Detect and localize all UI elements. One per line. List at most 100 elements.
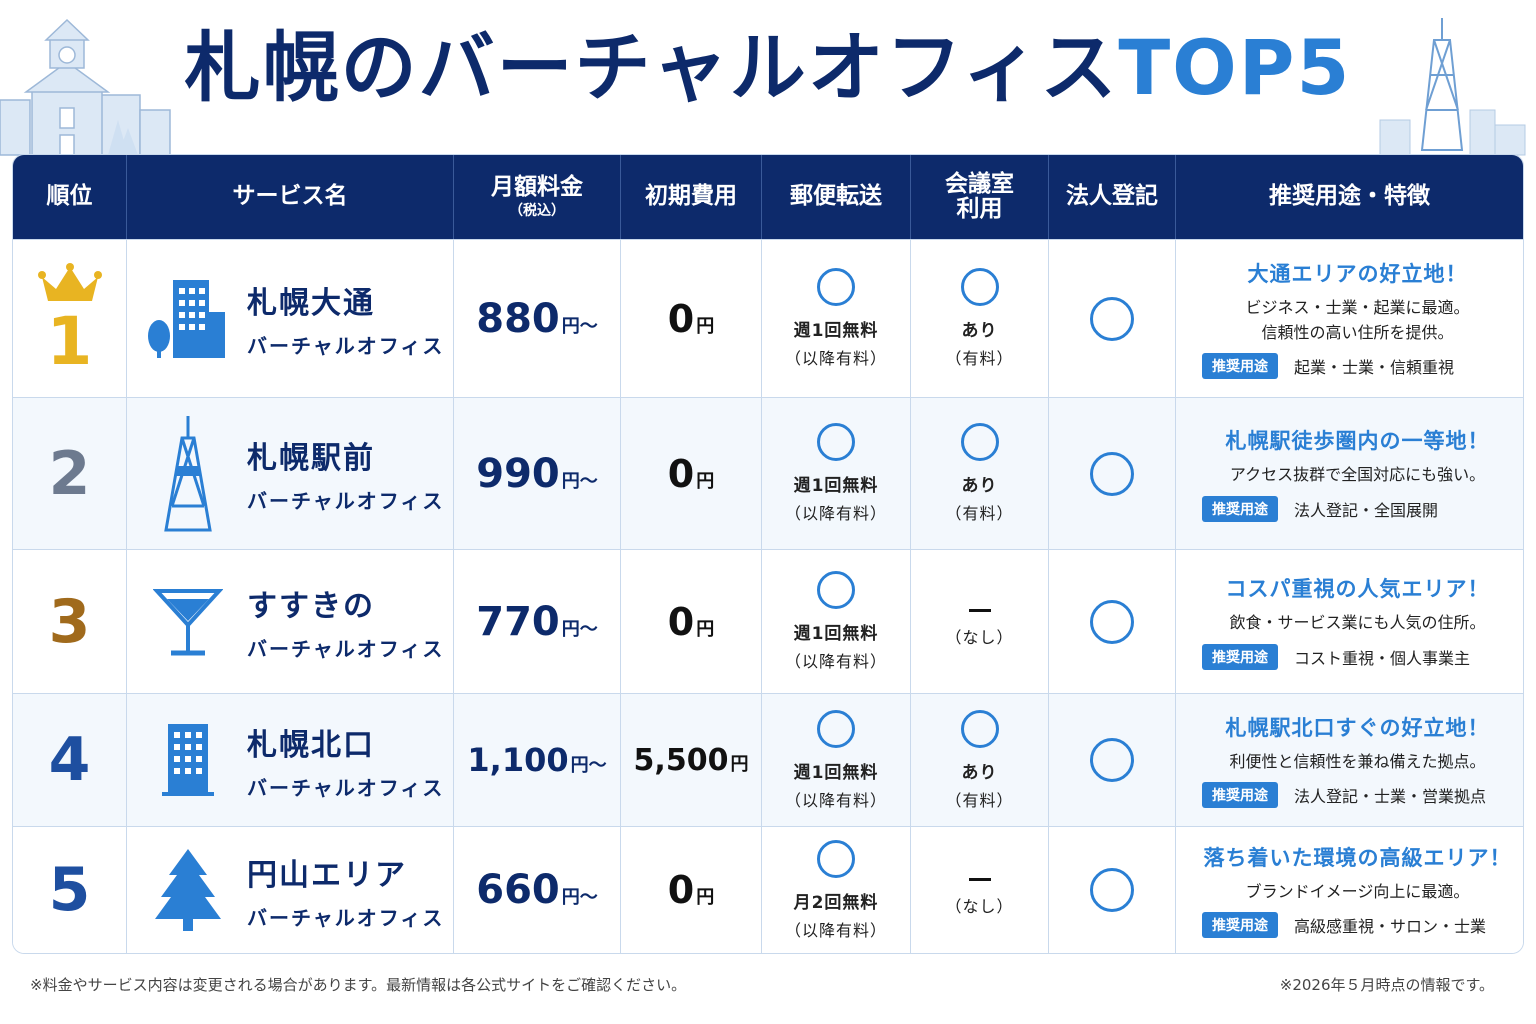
initial-unit: 円 [696,315,715,337]
header-meeting-l2: 利用 [956,196,1003,222]
monthly-price-cell: 1,100 円～ [454,693,621,826]
rank-number: 4 [48,725,91,795]
monthly-price: 990 [476,450,560,497]
service-name: 札幌駅前 [247,441,375,476]
monthly-price: 770 [476,598,560,645]
header-registration: 法人登記 [1049,155,1176,239]
service-cell: 円山エリア バーチャルオフィス [127,826,454,953]
feature-heading: 札幌駅徒歩圏内の一等地！ [1225,429,1490,454]
initial-unit: 円 [730,753,749,775]
service-sub: バーチャルオフィス [247,905,445,930]
mail-cell: 週1回無料 （以降有料） [762,239,911,397]
table-row: 2 [13,397,1523,549]
service-sub: バーチャルオフィス [247,489,445,513]
recommended-badge: 推奨用途 [1202,495,1278,522]
initial-fee: 0 [667,451,695,496]
feature-description: 利便性と信頼性を兼ね備えた拠点。 [1229,751,1486,771]
rank-number: 2 [48,438,91,509]
mail-cell: 月2回無料 （以降有料） [762,826,911,953]
monthly-price-cell: 990 円～ [454,397,621,549]
meeting-cell: あり （有料） [911,693,1049,826]
circle-mark-icon [960,268,999,306]
circle-mark-icon [1090,599,1134,644]
service-cell: 札幌駅前 バーチャルオフィス [127,397,454,549]
feature-cell: 落ち着いた環境の高級エリア！ ブランドイメージ向上に最適。 推奨用途 高級感重視・… [1176,826,1523,953]
table-row: 3 すすきの バーチャルオフィス [13,549,1523,693]
circle-mark-icon [1090,296,1134,341]
header-meeting-l1: 会議室 [945,170,1014,197]
header-feature: 推奨用途・特徴 [1176,155,1523,239]
dash-mark-icon [968,877,991,881]
rank-number: 1 [46,302,93,380]
initial-unit: 円 [696,618,715,640]
header-monthly: 月額料金 （税込） [454,155,621,239]
circle-mark-icon [817,268,855,306]
cocktail-glass-icon [143,572,233,672]
registration-cell [1049,693,1176,826]
monthly-price-cell: 880 円～ [454,239,621,397]
mail-line2: （以降有料） [784,504,887,523]
feature-description: アクセス抜群で全国対応にも強い。 [1229,465,1486,485]
initial-fee-cell: 5,500 円 [621,693,762,826]
table-row: 4 [13,693,1523,826]
service-sub: バーチャルオフィス [247,637,445,661]
feature-description: 飲食・サービス業にも人気の住所。 [1229,613,1486,633]
circle-mark-icon [817,709,855,748]
registration-cell [1049,239,1176,397]
meeting-line1: あり [961,476,998,496]
monthly-price: 1,100 [467,741,569,779]
meeting-line2: （有料） [945,349,1014,368]
header-monthly-sub: （税込） [509,202,565,219]
price-unit: 円～ [561,315,598,337]
pine-trees-icon [108,120,138,155]
meeting-cell: （なし） [911,549,1049,693]
price-unit: 円～ [561,618,598,640]
feature-cell: 札幌駅徒歩圏内の一等地！ アクセス抜群で全国対応にも強い。 推奨用途 法人登記・全… [1176,397,1523,549]
mail-line1: 月2回無料 [793,892,879,913]
monthly-price-cell: 770 円～ [454,549,621,693]
service-name: すすきの [247,589,375,624]
mail-line2: （以降有料） [784,920,887,940]
recommended-tags: コスト重視・個人事業主 [1294,648,1471,668]
recommended-badge: 推奨用途 [1202,643,1278,670]
rank-cell: 1 [13,239,127,397]
price-unit: 円～ [561,470,598,492]
service-name: 札幌大通 [247,286,375,321]
title-accent: TOP5 [1118,23,1352,112]
recommended-tags: 起業・士業・信頼重視 [1294,358,1455,378]
pine-tree-icon [143,840,233,940]
feature-cell: 札幌駅北口すぐの好立地！ 利便性と信頼性を兼ね備えた拠点。 推奨用途 法人登記・士… [1176,693,1523,826]
price-unit: 円～ [561,887,598,908]
header-rank: 順位 [13,155,127,239]
mail-cell: 週1回無料 （以降有料） [762,397,911,549]
initial-fee: 0 [667,599,695,644]
recommended-badge: 推奨用途 [1202,782,1278,809]
mail-line1: 週1回無料 [793,476,879,496]
feature-heading: 大通エリアの好立地！ [1247,261,1468,286]
tv-tower-icon [143,415,233,531]
meeting-cell: あり （有料） [911,397,1049,549]
rank-number: 3 [48,586,91,657]
dash-mark-icon [968,609,991,612]
service-sub: バーチャルオフィス [247,775,445,800]
feature-cell: 大通エリアの好立地！ ビジネス・士業・起業に最適。 信頼性の高い住所を提供。 推… [1176,239,1523,397]
table-header-row: 順位 サービス名 月額料金 （税込） 初期費用 郵便転送 会議室 利用 法人登記 推… [13,155,1523,239]
tv-tower-deco-icon [1420,18,1464,151]
feature-heading: 札幌駅北口すぐの好立地！ [1225,715,1490,740]
registration-cell [1049,826,1176,953]
header-mail: 郵便転送 [762,155,911,239]
circle-mark-icon [817,839,855,878]
circle-mark-icon [1090,451,1134,496]
service-sub: バーチャルオフィス [247,334,445,358]
monthly-price-cell: 660 円～ [454,826,621,953]
circle-mark-icon [960,709,999,748]
office-tower-icon [143,710,233,810]
office-building-tree-icon [143,269,233,369]
meeting-line2: （なし） [945,896,1014,916]
feature-heading: 落ち着いた環境の高級エリア！ [1203,845,1512,870]
meeting-line1: あり [961,762,998,783]
service-name: 札幌北口 [247,727,375,763]
